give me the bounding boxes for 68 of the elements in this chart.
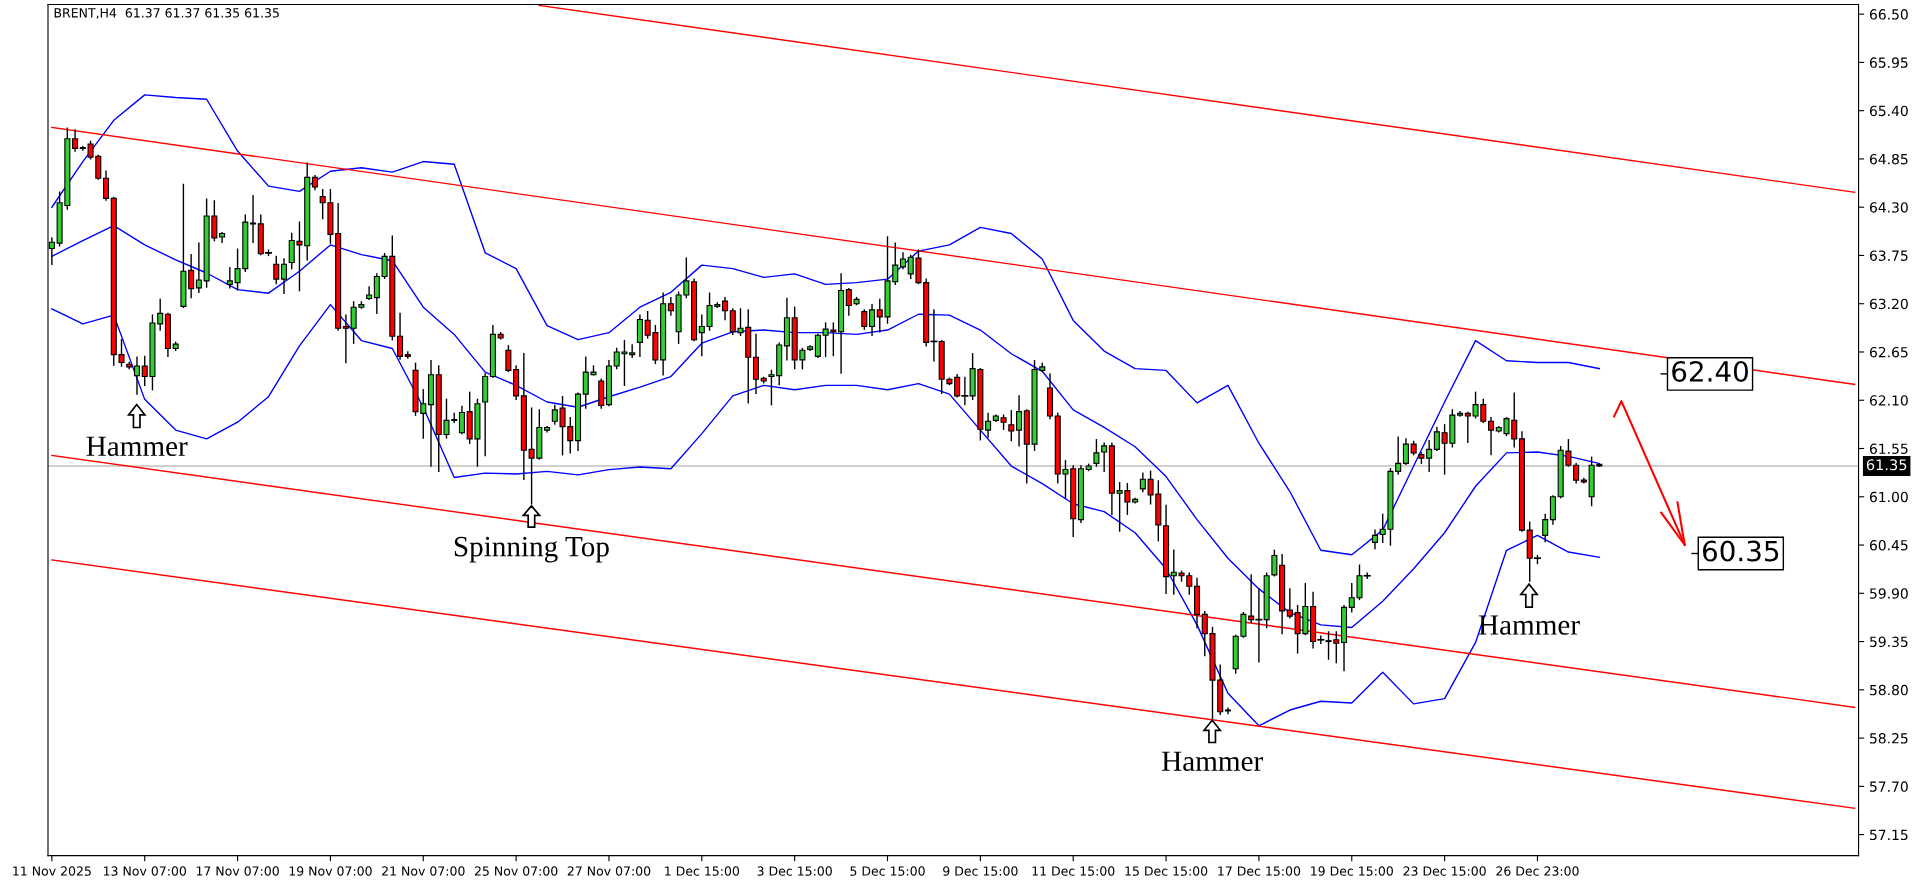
- x-tick-label: 21 Nov 07:00: [382, 866, 465, 876]
- candlestick: [1549, 495, 1556, 525]
- y-tick-label: 65.95: [1869, 57, 1908, 68]
- x-tick-label: 15 Dec 15:00: [1125, 866, 1208, 876]
- x-tick-label: 19 Nov 07:00: [289, 866, 372, 876]
- y-tick-label: 63.20: [1869, 298, 1908, 310]
- y-tick-label: 60.45: [1869, 540, 1908, 551]
- x-tick-label: 3 Dec 15:00: [757, 866, 832, 876]
- candlestick: [219, 231, 226, 243]
- y-tick-label: 62.10: [1869, 395, 1908, 406]
- annotation: Hammer: [1162, 751, 1263, 772]
- x-tick-label: 11 Nov 2025: [13, 866, 91, 876]
- candlestick: [636, 314, 643, 358]
- candlestick: [72, 129, 79, 152]
- x-tick-label: 27 Nov 07:00: [567, 866, 651, 876]
- y-tick-label: 66.50: [1869, 9, 1908, 20]
- annotation: 60.35: [1702, 540, 1779, 562]
- x-tick-label: 17 Dec 15:00: [1218, 866, 1301, 876]
- candlestick: [342, 314, 349, 364]
- y-tick-label: 61.00: [1869, 491, 1908, 503]
- annotation: Hammer: [86, 436, 188, 457]
- y-tick-label: 58.25: [1870, 733, 1908, 744]
- annotation: Spinning Top: [454, 536, 609, 563]
- y-tick-label: 57.70: [1870, 781, 1908, 792]
- candlestick: [133, 356, 141, 395]
- candlestick: [102, 170, 110, 201]
- x-tick-label: 1 Dec 15:00: [665, 866, 740, 876]
- candlestick: [1402, 438, 1409, 465]
- y-tick-label: 65.40: [1869, 105, 1908, 117]
- candlestick: [250, 195, 257, 243]
- x-tick-label: 9 Dec 15:00: [943, 866, 1018, 876]
- y-tick-label: 64.30: [1869, 202, 1908, 213]
- x-tick-label: 5 Dec 15:00: [850, 866, 925, 876]
- candlestick: [869, 303, 876, 337]
- candlestick: [985, 412, 992, 438]
- candlestick: [721, 296, 729, 321]
- x-tick-label: 11 Dec 15:00: [1032, 866, 1115, 876]
- line-series: [51, 303, 1601, 727]
- y-tick-label: 64.85: [1869, 153, 1908, 165]
- candlestick: [1371, 529, 1379, 550]
- y-tick-label: 58.80: [1870, 684, 1908, 696]
- candlestick: [1016, 395, 1023, 447]
- candlestick: [1008, 410, 1015, 442]
- chart-title: BRENT,H4 61.37 61.37 61.35 61.35: [54, 8, 279, 19]
- candlestick: [752, 333, 760, 394]
- candlestick: [1542, 513, 1549, 543]
- candlestick: [366, 286, 373, 301]
- candlestick: [397, 312, 404, 360]
- x-tick-label: 17 Nov 07:00: [196, 866, 279, 876]
- candlestick: [280, 258, 288, 294]
- annotation: 62.40: [1672, 360, 1748, 382]
- y-tick-label: 59.35: [1870, 636, 1908, 648]
- y-tick-label: 57.15: [1870, 829, 1908, 841]
- candlestick: [1457, 410, 1464, 417]
- candlestick: [273, 255, 280, 285]
- x-tick-label: 23 Dec 15:00: [1403, 866, 1486, 876]
- candlestick: [458, 405, 465, 435]
- x-tick-label: 13 Nov 07:00: [103, 866, 187, 876]
- x-tick-label: 26 Dec 23:00: [1496, 866, 1579, 876]
- y-tick-label: 61.55: [1869, 443, 1908, 454]
- ref-line-label: 61.35: [1866, 459, 1907, 471]
- x-tick-label: 25 Nov 07:00: [474, 866, 558, 876]
- candlestick: [861, 309, 868, 330]
- y-tick-label: 63.75: [1869, 250, 1908, 261]
- y-tick-label: 62.65: [1869, 346, 1908, 358]
- candlestick: [1488, 417, 1495, 456]
- y-tick-label: 59.90: [1870, 588, 1908, 599]
- x-tick-label: 19 Dec 15:00: [1311, 866, 1393, 876]
